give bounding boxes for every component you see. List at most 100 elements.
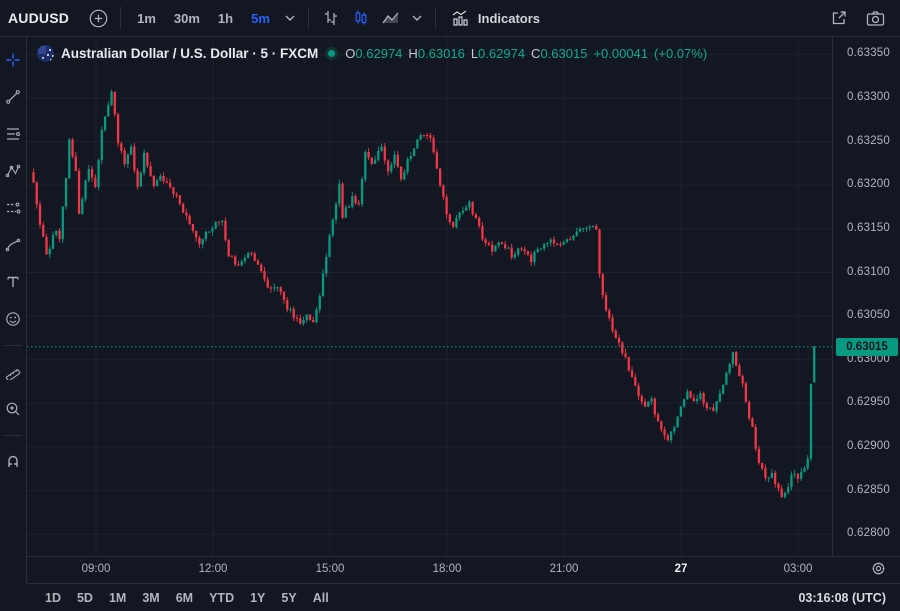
candle-body — [582, 228, 585, 230]
candle-body — [142, 152, 146, 173]
tool-emoji-button[interactable] — [0, 304, 26, 334]
arc-icon — [5, 238, 21, 252]
candle-body — [695, 398, 699, 401]
bar-chart-type-button[interactable] — [316, 3, 346, 33]
tool-fib-retracement-button[interactable] — [0, 119, 26, 149]
range-button-5y[interactable]: 5Y — [281, 590, 297, 605]
candle-body — [312, 319, 315, 323]
candle-body — [331, 219, 334, 236]
candle-body — [295, 317, 299, 319]
chart-type-chevron-down-icon[interactable] — [406, 13, 428, 23]
legend-title[interactable]: Australian Dollar / U.S. Dollar · 5 · FX… — [61, 46, 319, 61]
candle-body — [559, 244, 562, 246]
candle-body — [692, 397, 696, 401]
candle-body — [764, 468, 767, 479]
tool-xabcd-pattern-button[interactable] — [0, 156, 26, 186]
tool-trend-line-button[interactable] — [0, 82, 26, 112]
indicators-button[interactable]: Indicators — [443, 4, 548, 32]
candle-body — [256, 260, 260, 265]
change-percent: (+0.07%) — [654, 46, 708, 61]
candle-body — [383, 146, 386, 161]
candle-body — [800, 471, 803, 479]
chart-pane[interactable]: Australian Dollar / U.S. Dollar · 5 · FX… — [27, 37, 832, 556]
area-chart-type-button[interactable] — [376, 3, 406, 33]
tool-ruler-button[interactable] — [0, 357, 26, 387]
price-tick-label: 0.62900 — [847, 440, 890, 452]
candle-body — [273, 287, 276, 289]
interval-button-1m[interactable]: 1m — [137, 10, 156, 26]
axis-settings-gear-icon[interactable] — [871, 561, 886, 579]
utc-clock[interactable]: 03:16:08 (UTC) — [798, 590, 886, 605]
candle-body — [656, 414, 660, 422]
candle-body — [624, 353, 627, 358]
candle-body — [269, 287, 273, 289]
interval-button-30m[interactable]: 30m — [173, 10, 200, 26]
candle-body — [640, 396, 643, 402]
tool-arc-button[interactable] — [0, 230, 26, 260]
range-button-1m[interactable]: 1M — [108, 590, 127, 605]
tool-text-button[interactable] — [0, 267, 26, 297]
open-in-new-window-button[interactable] — [824, 3, 854, 33]
candle-body — [354, 196, 357, 204]
candle-body — [757, 448, 761, 463]
candle-body — [305, 314, 308, 321]
candle-body — [663, 429, 666, 436]
candle-body — [803, 468, 806, 472]
candle-body — [253, 253, 256, 261]
indicators-icon — [452, 10, 468, 26]
candle-body — [793, 473, 796, 475]
candle-body — [562, 241, 565, 245]
candle-body — [530, 254, 533, 263]
interval-button-1h[interactable]: 1h — [217, 10, 234, 26]
range-button-3m[interactable]: 3M — [142, 590, 160, 605]
range-button-5d[interactable]: 5D — [76, 590, 93, 605]
range-button-1y[interactable]: 1Y — [250, 590, 266, 605]
candle-body — [507, 247, 510, 249]
range-button-6m[interactable]: 6M — [175, 590, 194, 605]
range-button-ytd[interactable]: YTD — [209, 590, 235, 605]
price-axis[interactable]: 0.63350 0.63300 0.63250 0.63200 0.63150 0.631… — [832, 37, 900, 556]
ohlc-readout: O0.62974 H0.63016 L0.62974 C0.63015 +0.0… — [345, 46, 707, 61]
candle-body — [721, 384, 725, 394]
snapshot-button[interactable] — [860, 3, 890, 33]
tool-forecast-button[interactable] — [0, 193, 26, 223]
candle-body — [48, 248, 51, 255]
candle-body — [813, 346, 816, 383]
candle-body — [487, 243, 491, 245]
text-icon — [7, 276, 19, 287]
compare-add-button[interactable] — [83, 3, 113, 33]
market-status-icon[interactable] — [325, 47, 339, 60]
candlestick-chart[interactable] — [27, 37, 832, 556]
time-tick-label: 12:00 — [198, 563, 228, 575]
tool-crosshair-button[interactable] — [0, 45, 26, 75]
candle-body — [520, 248, 523, 250]
low-value: 0.62974 — [478, 46, 526, 61]
bottom-toolbar: 1D 5D 1M 3M 6M YTD 1Y 5Y All 03:16:08 (UTC) — [27, 583, 900, 611]
interval-chevron-down-icon[interactable] — [279, 13, 301, 23]
candle-body — [224, 220, 227, 240]
time-axis[interactable]: 09:00 12:00 15:00 18:00 21:00 27 03:00 — [27, 556, 900, 583]
range-button-all[interactable]: All — [312, 590, 329, 605]
candle-body — [790, 474, 793, 488]
candle-body — [491, 244, 494, 252]
candle-body — [702, 393, 705, 404]
tool-zoom-in-button[interactable] — [0, 394, 26, 424]
candle-body — [149, 166, 152, 176]
range-button-1d[interactable]: 1D — [45, 590, 61, 605]
candle-body — [123, 150, 126, 164]
candle-body — [572, 235, 575, 240]
candle-body — [682, 399, 686, 407]
candle-body — [539, 248, 543, 250]
candle-body — [370, 157, 373, 164]
candle-body — [419, 135, 422, 140]
price-tick-label: 0.63050 — [847, 309, 890, 321]
candle-body — [393, 154, 396, 165]
candle-body — [328, 235, 331, 257]
symbol-button[interactable]: AUDUSD — [8, 10, 70, 26]
candle-body — [774, 472, 777, 484]
interval-button-5m[interactable]: 5m — [251, 10, 270, 26]
candles-chart-type-button[interactable] — [346, 3, 376, 33]
tool-magnet-button[interactable] — [0, 447, 26, 477]
candle-body — [230, 256, 234, 258]
candle-body — [442, 185, 445, 197]
